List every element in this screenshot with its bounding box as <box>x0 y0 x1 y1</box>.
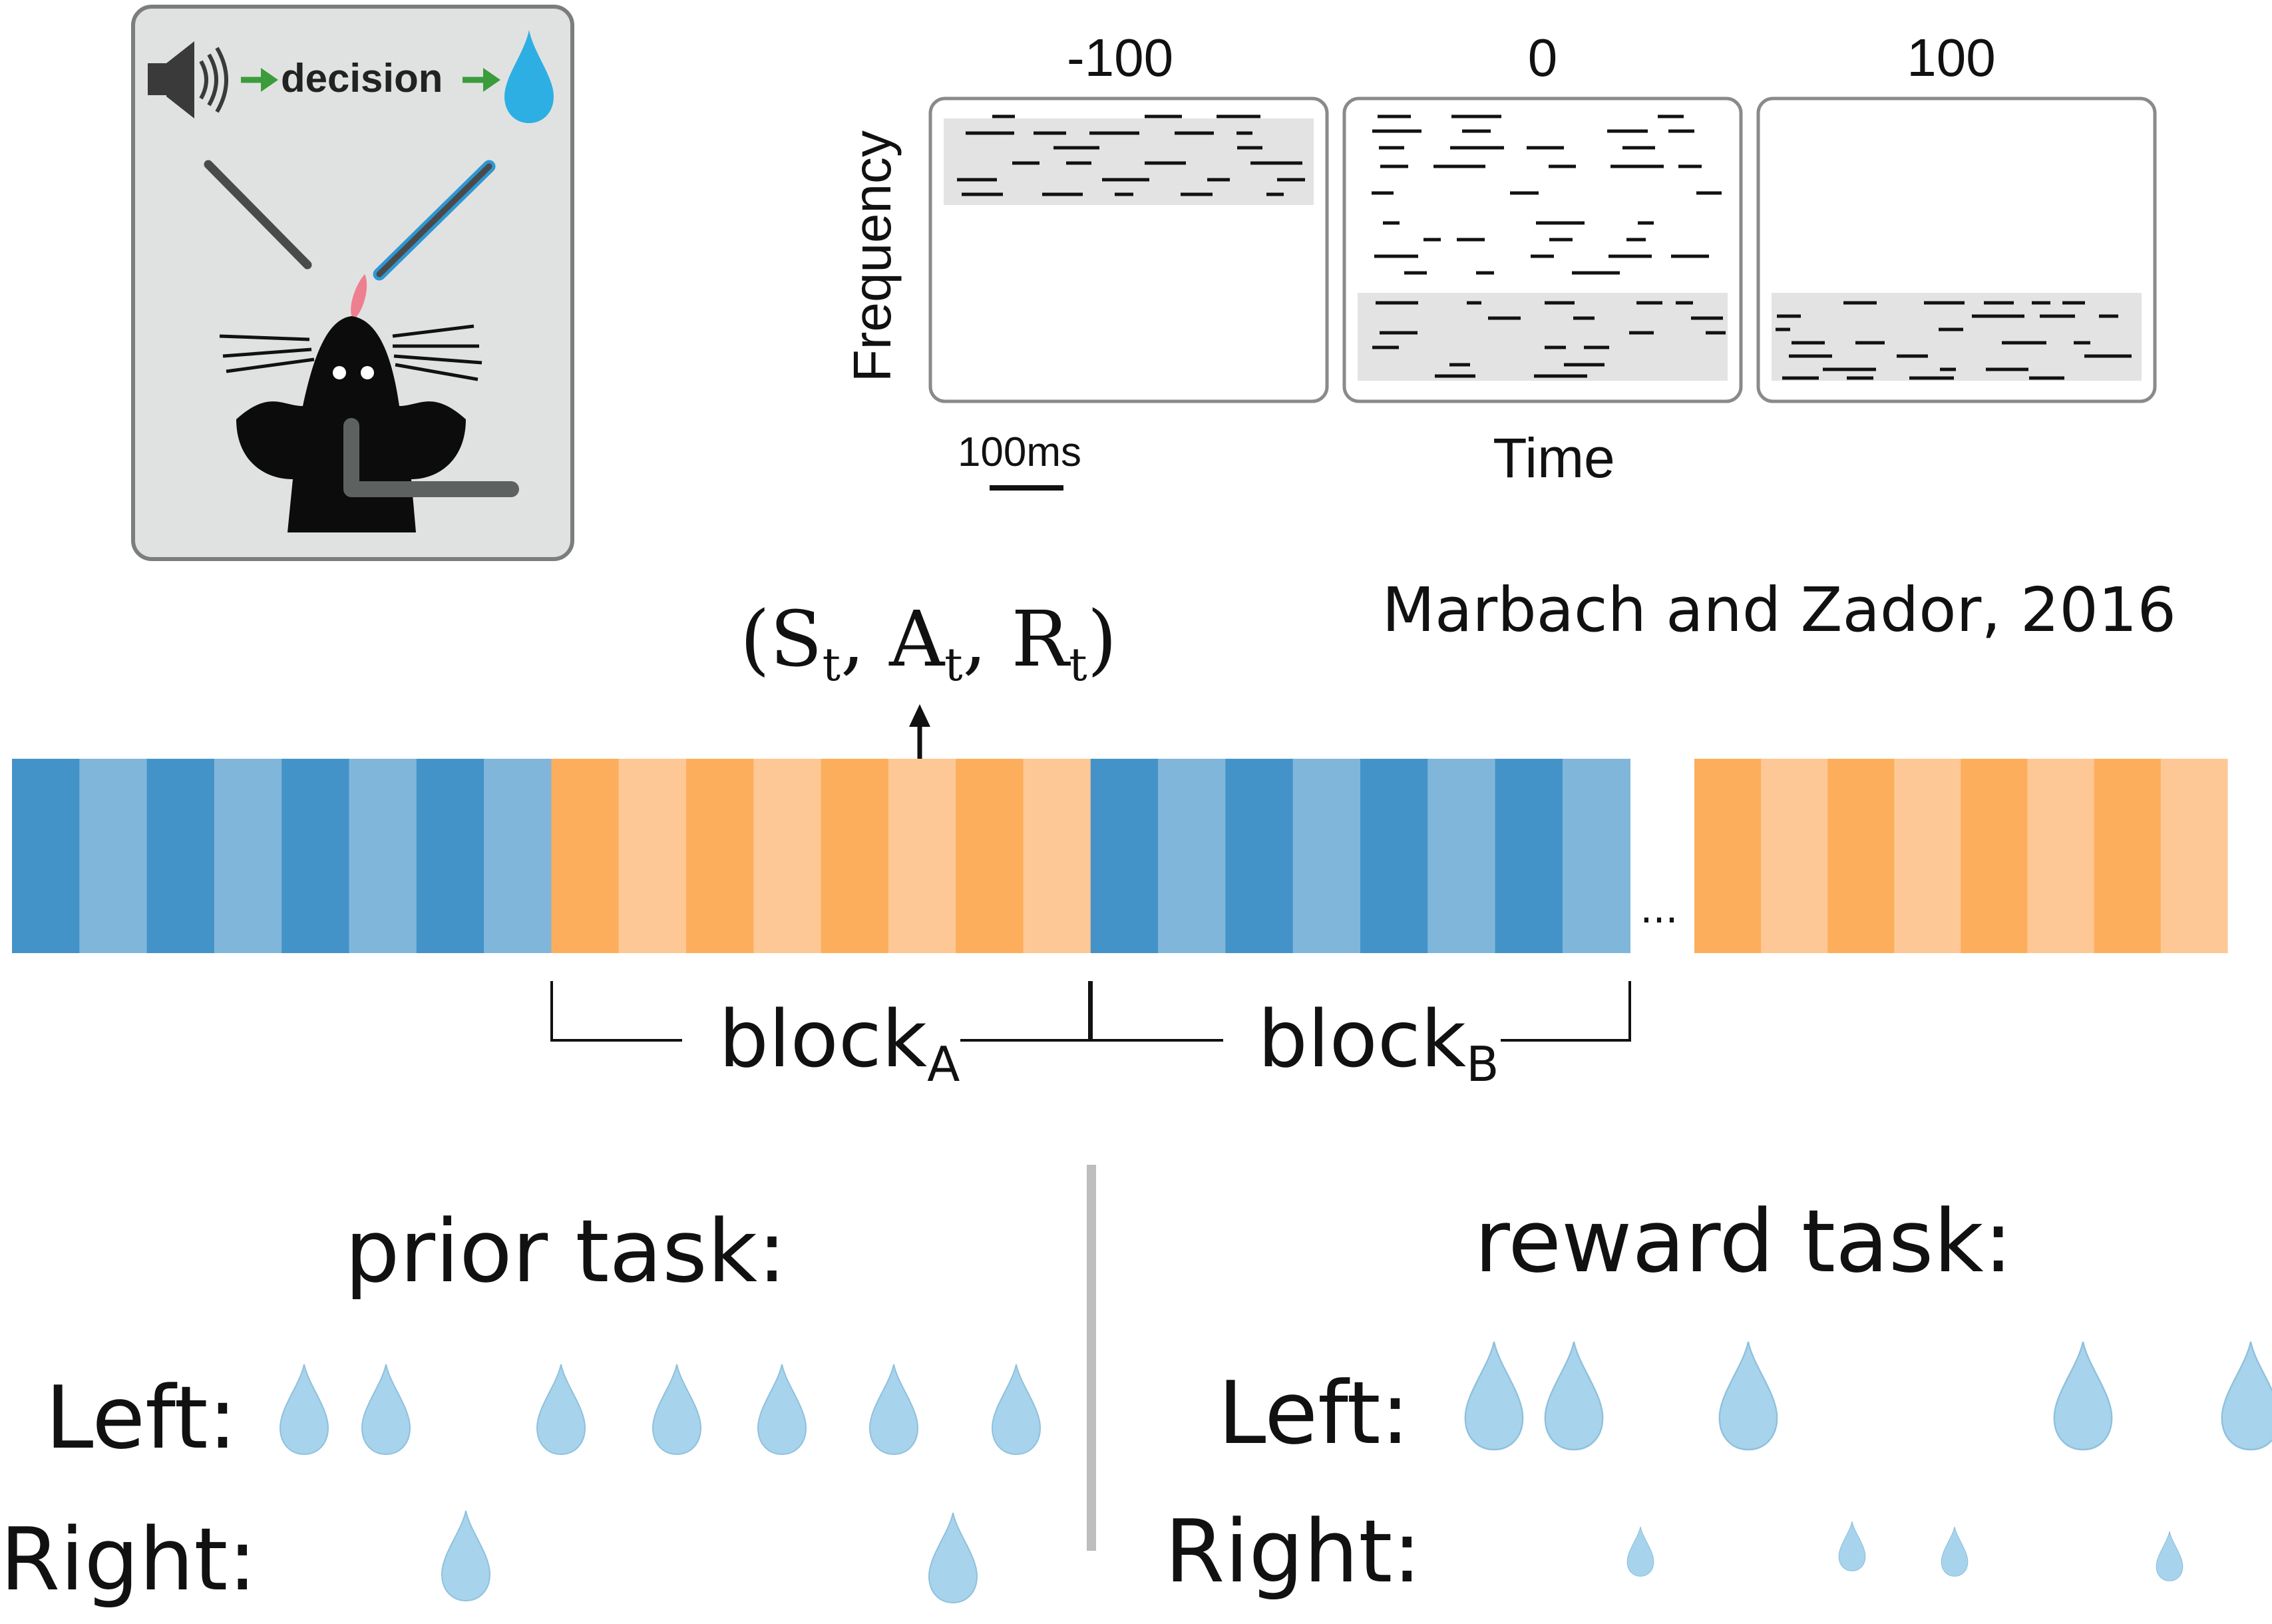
speaker-icon <box>148 41 228 118</box>
water-drop-icon <box>757 1364 807 1455</box>
trial-cell <box>618 759 687 953</box>
trial-cell <box>753 759 822 953</box>
trial-cell <box>416 759 484 953</box>
arrow-right-icon <box>241 68 278 92</box>
left-lick-spout <box>204 160 312 270</box>
time-axis-label: Time <box>1493 427 1615 489</box>
water-drop-icon <box>928 1512 978 1603</box>
trial-cell <box>2160 759 2228 953</box>
block-a-bracket <box>550 981 1091 1042</box>
tone-cloud-100 <box>1776 301 2132 380</box>
water-drop-icon <box>280 1364 329 1455</box>
trial-cell <box>1827 759 1895 953</box>
prior-left-label: Left: <box>45 1367 237 1468</box>
trial-cell <box>1023 759 1091 953</box>
trial-cell <box>1292 759 1361 953</box>
tone-cloud-neg100 <box>957 114 1305 196</box>
water-drop-icon <box>992 1364 1041 1455</box>
trial-cell <box>2027 759 2095 953</box>
water-drop-icon <box>869 1364 918 1455</box>
trial-cell <box>551 759 620 953</box>
tone-cloud-0 <box>1372 114 1726 378</box>
trial-cell <box>1090 759 1159 953</box>
block-b-bracket <box>1090 981 1631 1042</box>
trial-cell <box>214 759 282 953</box>
water-drop-icon <box>1464 1340 1524 1451</box>
trial-cell <box>2094 759 2162 953</box>
trial-cell <box>1694 759 1762 953</box>
water-drop-icon <box>1718 1340 1778 1451</box>
trial-cell <box>686 759 755 953</box>
trial-cell <box>1562 759 1630 953</box>
trial-cell <box>1894 759 1962 953</box>
reward-task-title: reward task: <box>1474 1191 2012 1292</box>
trial-cell <box>1158 759 1227 953</box>
water-drop-icon <box>2156 1531 2183 1581</box>
panel-label-100: 100 <box>1907 28 1995 87</box>
panel-label-neg100: -100 <box>1067 28 1173 87</box>
trial-cell <box>282 759 350 953</box>
trial-sequence-strip <box>12 759 2228 953</box>
block-b-label: blockB <box>1258 993 1499 1092</box>
trial-cell <box>1360 759 1429 953</box>
water-drop-icon <box>441 1510 490 1601</box>
trial-cell <box>956 759 1024 953</box>
mouse-tongue <box>351 274 367 319</box>
target-band-0 <box>1358 293 1728 381</box>
reward-right-label: Right: <box>1165 1501 1421 1602</box>
prior-right-label: Right: <box>0 1509 257 1610</box>
water-drop-icon <box>1544 1340 1604 1451</box>
frequency-axis-label: Frequency <box>843 130 902 382</box>
trial-cell <box>484 759 552 953</box>
ellipsis: ... <box>1640 886 1678 932</box>
task-illustration-panel: decision <box>131 5 574 561</box>
water-drop-icon <box>2053 1340 2113 1451</box>
reward-left-label: Left: <box>1218 1362 1410 1464</box>
trial-cell <box>146 759 215 953</box>
scalebar-label: 100ms <box>958 429 1081 475</box>
trial-cell <box>1495 759 1563 953</box>
lick-port-icon <box>343 418 519 497</box>
arrow-right-icon-2 <box>463 68 500 92</box>
block-a-label: blockA <box>719 993 960 1092</box>
water-drop-icon <box>1941 1526 1969 1577</box>
trial-cell <box>888 759 956 953</box>
citation: Marbach and Zador, 2016 <box>1382 574 2176 646</box>
trial-cell <box>1961 759 2028 953</box>
trial-cell <box>1427 759 1496 953</box>
trial-cell <box>12 759 81 953</box>
target-band-100 <box>1772 293 2142 381</box>
right-lick-spout <box>376 163 492 278</box>
trial-cell <box>1761 759 1828 953</box>
decision-label: decision <box>281 56 443 101</box>
stimulus-figure: -100 0 100 Frequency 100ms Time <box>843 28 2157 491</box>
state-action-reward-tuple: (St, At, Rt) <box>740 595 1117 692</box>
water-drop-icon <box>1838 1521 1866 1571</box>
trial-cell <box>1225 759 1294 953</box>
water-drop-icon <box>2221 1340 2272 1451</box>
water-drop-icon <box>361 1364 411 1455</box>
water-drop-icon <box>504 30 554 123</box>
trial-cell <box>821 759 889 953</box>
water-drop-icon <box>1626 1526 1654 1577</box>
prior-task-title: prior task: <box>345 1201 787 1302</box>
trial-cell <box>349 759 417 953</box>
water-drop-icon <box>536 1364 586 1455</box>
trial-cell <box>79 759 148 953</box>
panel-label-0: 0 <box>1528 28 1558 87</box>
water-drop-icon <box>652 1364 701 1455</box>
